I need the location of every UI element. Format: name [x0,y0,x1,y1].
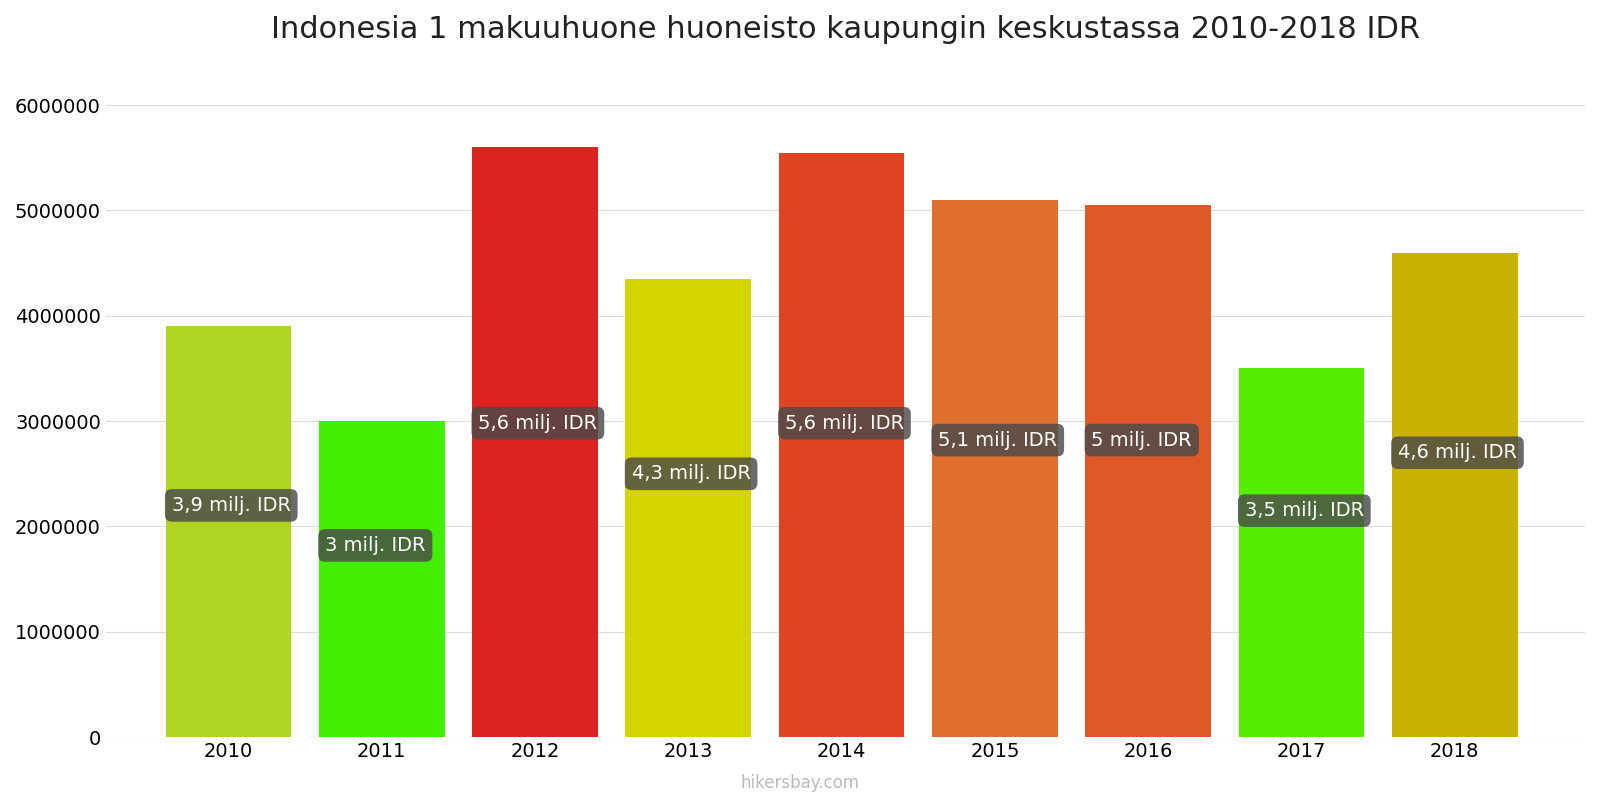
Text: hikersbay.com: hikersbay.com [741,774,859,792]
Text: 5,6 milj. IDR: 5,6 milj. IDR [478,414,597,433]
Text: 3 milj. IDR: 3 milj. IDR [325,536,426,555]
Text: 3,5 milj. IDR: 3,5 milj. IDR [1245,501,1363,520]
Bar [1085,206,1211,737]
Text: 5,1 milj. IDR: 5,1 milj. IDR [938,430,1058,450]
Text: 5,6 milj. IDR: 5,6 milj. IDR [786,414,904,433]
Text: 5 milj. IDR: 5 milj. IDR [1091,430,1192,450]
Text: 4,6 milj. IDR: 4,6 milj. IDR [1398,443,1517,462]
Bar [779,153,904,737]
Text: 4,3 milj. IDR: 4,3 milj. IDR [632,464,750,483]
Bar [1392,253,1517,737]
Bar [318,421,445,737]
Bar [166,326,291,737]
Title: Indonesia 1 makuuhuone huoneisto kaupungin keskustassa 2010-2018 IDR: Indonesia 1 makuuhuone huoneisto kaupung… [270,15,1419,44]
Bar [933,200,1058,737]
Bar [626,279,750,737]
Bar [472,147,598,737]
Text: 3,9 milj. IDR: 3,9 milj. IDR [171,496,291,515]
Bar [1238,369,1365,737]
